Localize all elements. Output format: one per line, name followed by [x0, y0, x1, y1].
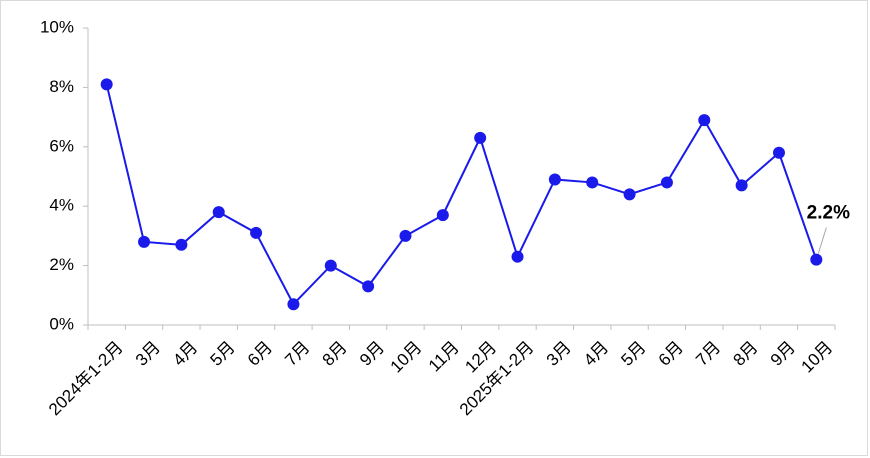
point: [810, 253, 823, 266]
point: [324, 259, 337, 272]
point: [772, 146, 785, 159]
y-tick-label: 4%: [49, 196, 74, 215]
point: [698, 114, 711, 127]
point: [735, 179, 748, 192]
point: [250, 226, 263, 239]
y-tick-label: 2%: [49, 255, 74, 274]
point: [511, 250, 524, 263]
label-leader: [817, 227, 827, 254]
point: [548, 173, 561, 186]
point: [175, 238, 188, 251]
point: [660, 176, 673, 189]
point: [138, 235, 151, 248]
y-tick-label: 8%: [49, 77, 74, 96]
point: [212, 206, 225, 219]
point: [586, 176, 599, 189]
point: [474, 131, 487, 144]
value-label: 2.2%: [807, 203, 850, 224]
y-tick-label: 6%: [49, 136, 74, 155]
line: [105, 84, 818, 306]
point: [362, 280, 375, 293]
point: [399, 229, 412, 242]
point: [623, 188, 636, 201]
y-tick-label: 0%: [49, 314, 74, 333]
point: [100, 78, 113, 91]
point: [436, 209, 449, 222]
point: [287, 298, 300, 311]
y-tick-label: 10%: [40, 17, 74, 36]
